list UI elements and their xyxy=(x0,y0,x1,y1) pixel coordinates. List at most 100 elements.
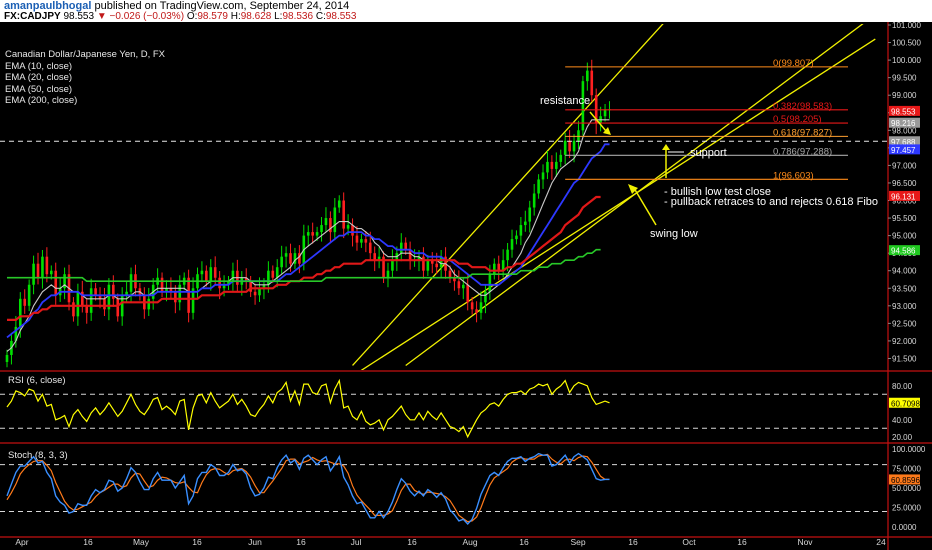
candle-body xyxy=(399,242,403,254)
y-tick-label: 97.000 xyxy=(892,161,917,170)
candle-body xyxy=(603,109,607,117)
candle-body xyxy=(559,154,563,162)
stoch-tick-label: 50.0000 xyxy=(892,484,921,493)
stoch-tick-label: 100.0000 xyxy=(892,445,926,454)
candle-body xyxy=(430,260,434,264)
candle-body xyxy=(18,298,22,327)
rsi-value-tag xyxy=(889,397,920,408)
annotation-pullback: - pullback retraces to and rejects 0.618… xyxy=(664,196,878,208)
candle-body xyxy=(324,218,328,226)
candle-body xyxy=(493,263,496,275)
y-tick-label: 92.500 xyxy=(892,319,917,328)
candle-body xyxy=(408,249,412,261)
x-tick-label: 16 xyxy=(737,537,747,547)
x-tick-label: 16 xyxy=(628,537,638,547)
candle-body xyxy=(337,200,341,208)
candle-body xyxy=(568,140,571,152)
candle-body xyxy=(315,232,319,236)
rsi-line xyxy=(6,378,610,439)
candle-body xyxy=(333,207,337,233)
price-tag xyxy=(889,190,920,201)
candle-body xyxy=(572,140,576,152)
y-tick-label: 101.000 xyxy=(892,22,921,30)
ema20-line xyxy=(6,143,610,339)
close-label: C: xyxy=(315,11,326,22)
price-tag xyxy=(889,117,920,128)
candle-body xyxy=(227,281,230,285)
candle-body xyxy=(213,267,217,278)
chart-area[interactable]: 0(99.807) 0.382(98.583) 0.5(98.205) 0.618(9… xyxy=(0,22,932,550)
candle-body xyxy=(249,281,252,292)
candle-body xyxy=(524,221,527,226)
y-tick-label: 94.000 xyxy=(892,267,917,276)
resistance-arrowhead xyxy=(603,127,611,135)
candle-body xyxy=(120,295,124,317)
candle-body xyxy=(178,284,182,303)
stoch-tick-label: 25.0000 xyxy=(892,504,921,513)
y-tick-label: 99.000 xyxy=(892,91,917,100)
candle-body xyxy=(377,256,381,261)
y-tick-label: 92.000 xyxy=(892,337,917,346)
candle-body xyxy=(275,267,279,278)
candle-body xyxy=(510,239,514,250)
rsi-title: RSI (6, close) xyxy=(8,375,66,386)
candle-body xyxy=(311,232,314,236)
resistance-arrow xyxy=(589,111,607,132)
candle-body xyxy=(169,288,173,292)
high-label: H: xyxy=(230,11,241,22)
annotation-resistance: resistance xyxy=(540,95,590,107)
candle-body xyxy=(577,130,580,141)
candle-body xyxy=(27,284,31,306)
channel-upper-line xyxy=(352,24,664,366)
candle-body xyxy=(107,284,111,310)
candle-body xyxy=(94,288,97,296)
rsi-tick-label: 80.00 xyxy=(892,382,913,391)
annotation-swing-low: swing low xyxy=(650,228,698,240)
rsi-tick-label: 20.00 xyxy=(892,433,913,442)
y-tick-label: 95.000 xyxy=(892,232,917,241)
candle-body xyxy=(112,284,115,299)
candle-body xyxy=(329,218,332,233)
candle-body xyxy=(222,284,226,289)
candle-body xyxy=(267,270,270,285)
candle-body xyxy=(506,249,509,261)
candle-body xyxy=(355,235,359,243)
legend-ema20: EMA (20, close) xyxy=(5,72,73,83)
candle-body xyxy=(205,270,208,282)
legend-ema50: EMA (50, close) xyxy=(5,83,73,95)
candle-body xyxy=(116,298,120,317)
candle-body xyxy=(262,284,266,289)
x-tick-label: May xyxy=(133,537,150,547)
price-tag-label: 98.553 xyxy=(891,107,916,116)
low-label: L: xyxy=(274,11,283,22)
chart-legend: Canadian Dollar/Japanese Yen, D, FX EMA … xyxy=(5,49,165,107)
chart-svg[interactable]: 0(99.807) 0.382(98.583) 0.5(98.205) 0.618(9… xyxy=(0,22,932,550)
fib-level-label: 0.618(97.827) xyxy=(773,127,832,138)
x-tick-label: 16 xyxy=(296,537,306,547)
candle-body xyxy=(125,291,128,296)
author-link[interactable]: amanpaulbhogal xyxy=(4,0,92,12)
candle-body xyxy=(497,263,501,271)
candle-body xyxy=(532,193,536,208)
price-tag xyxy=(889,245,920,256)
candle-body xyxy=(45,256,49,275)
x-tick-label: Aug xyxy=(462,537,477,547)
rsi-tick-label: 40.00 xyxy=(892,416,913,425)
x-tick-label: Sep xyxy=(570,537,585,547)
swing-low-arrow xyxy=(633,187,657,226)
annotations-layer: 0(99.807) 0.382(98.583) 0.5(98.205) 0.618(9… xyxy=(540,58,878,240)
candle-body xyxy=(258,288,261,296)
grid xyxy=(0,22,932,550)
candle-body xyxy=(187,277,190,313)
channel-lower-line xyxy=(360,38,876,370)
channel-mid-line xyxy=(405,24,864,367)
x-tick-label: 16 xyxy=(407,537,417,547)
price-tag xyxy=(889,136,920,147)
x-tick-label: 16 xyxy=(192,537,202,547)
fib-level-label: 0.382(98.583) xyxy=(773,101,832,112)
candle-body xyxy=(98,295,102,299)
candle-body xyxy=(590,70,594,96)
candle-body xyxy=(368,242,372,254)
annotation-support: support xyxy=(690,147,727,159)
candle-body xyxy=(289,253,292,264)
